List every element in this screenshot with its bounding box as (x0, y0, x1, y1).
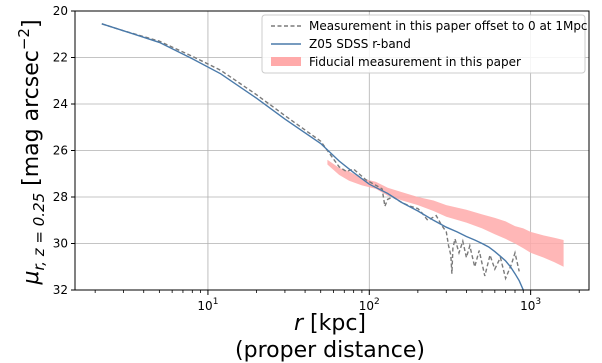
legend-swatch-fiducial (271, 57, 301, 66)
legend-label-z05: Z05 SDSS r-band (309, 37, 411, 51)
series-band-fiducial (327, 159, 564, 267)
legend-box (261, 14, 586, 74)
x-tick-label: 101 (197, 297, 218, 313)
y-tick-label: 28 (53, 190, 68, 204)
y-tick-label: 30 (53, 237, 68, 251)
line-layer (101, 23, 524, 290)
y-tick-label: 22 (53, 51, 68, 65)
legend-label-offset: Measurement in this paper offset to 0 at… (309, 19, 588, 33)
x-axis-label-line2: (proper distance) (235, 338, 425, 363)
band-layer (327, 159, 564, 267)
legend: Measurement in this paper offset to 0 at… (261, 14, 588, 74)
y-tick-label: 26 (53, 144, 68, 158)
y-axis-ticks: 20 22 24 26 28 30 32 (53, 4, 75, 297)
y-tick-label: 24 (53, 97, 68, 111)
x-tick-label: 102 (359, 297, 380, 313)
y-tick-label: 20 (53, 4, 68, 18)
y-tick-label: 32 (53, 283, 68, 297)
x-axis-label: r [kpc] (294, 311, 366, 336)
legend-label-fiducial: Fiducial measurement in this paper (309, 55, 521, 69)
y-axis-label: μr, z = 0.25 [mag arcsec−2] (15, 19, 48, 285)
series-line-z05 (101, 23, 524, 290)
x-tick-label: 103 (520, 297, 541, 313)
x-axis-ticks: 101 102 103 (94, 290, 580, 313)
